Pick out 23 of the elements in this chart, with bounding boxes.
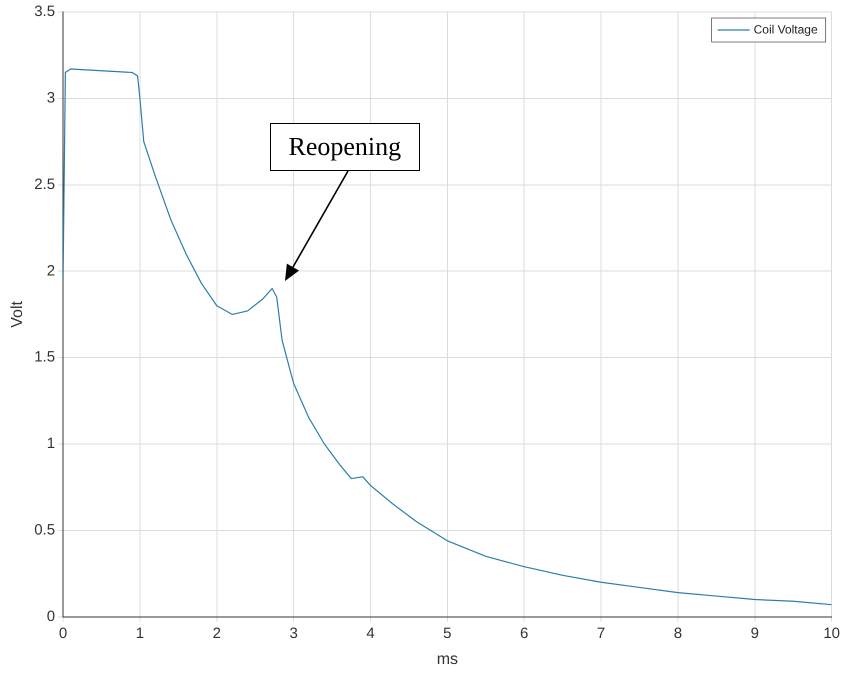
x-tick-label: 2 — [212, 624, 221, 642]
x-tick-label: 9 — [750, 624, 759, 642]
x-tick-label: 4 — [366, 624, 375, 642]
y-tick-label: 0.5 — [34, 522, 56, 539]
x-tick-label: 7 — [596, 624, 606, 642]
y-tick-label: 3.5 — [34, 3, 56, 20]
y-tick-label: 3 — [46, 90, 56, 107]
x-tick-label: 0 — [58, 624, 68, 642]
annotation: Reopening — [270, 123, 420, 171]
y-tick-label: 2.5 — [34, 176, 56, 193]
x-tick-label: 3 — [289, 624, 298, 642]
y-tick-label: 1.5 — [34, 348, 56, 366]
x-tick-label: 8 — [674, 624, 682, 642]
x-tick-label: 1 — [136, 624, 144, 642]
y-tick-label: 0 — [46, 608, 56, 625]
x-tick-label: 6 — [520, 624, 528, 642]
y-tick-label: 1 — [46, 435, 56, 452]
x-tick-label: 5 — [443, 624, 452, 642]
y-axis-title: Volt — [9, 300, 26, 328]
legend-label: Coil Voltage — [754, 22, 818, 36]
y-tick-label: 2 — [46, 262, 56, 280]
x-axis-title: ms — [436, 650, 458, 668]
x-tick-label: 10 — [823, 624, 840, 642]
